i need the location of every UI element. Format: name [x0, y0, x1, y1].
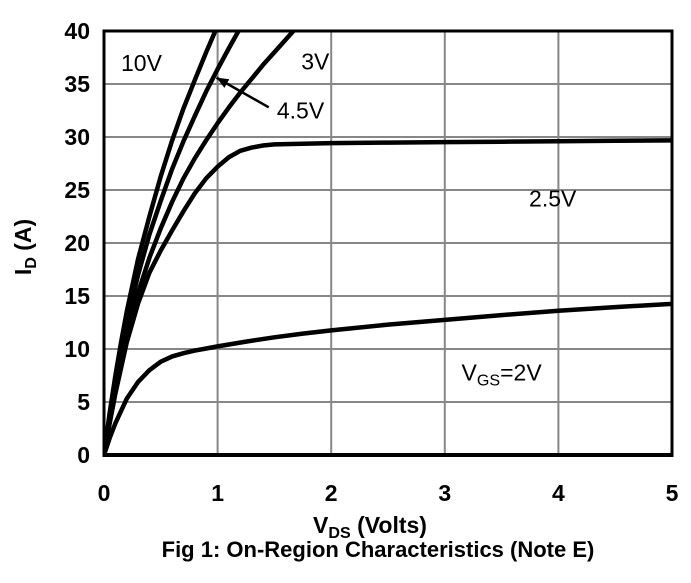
label-10v: 10V	[121, 50, 163, 76]
y-tick-label-20: 20	[64, 230, 90, 256]
y-tick-label-40: 40	[64, 18, 90, 44]
y-tick-label-5: 5	[77, 389, 90, 415]
y-tick-label-10: 10	[64, 336, 90, 362]
curves	[104, 31, 672, 455]
label-4.5v: 4.5V	[277, 98, 325, 124]
x-tick-label-0: 0	[98, 480, 111, 506]
x-tick-label-2: 2	[325, 480, 338, 506]
label-3v: 3V	[301, 49, 330, 75]
label-2.5v: 2.5V	[529, 185, 577, 211]
y-tick-label-0: 0	[77, 442, 90, 468]
figure-caption: Fig 1: On-Region Characteristics (Note E…	[162, 537, 595, 562]
y-tick-label-30: 30	[64, 124, 90, 150]
x-tick-label-3: 3	[438, 480, 451, 506]
curve-vgs-10v	[104, 31, 218, 455]
y-axis-title: ID (A)	[10, 219, 40, 275]
y-tick-label-25: 25	[64, 177, 90, 203]
x-tick-label-5: 5	[666, 480, 679, 506]
curve-vgs-2.5v	[104, 138, 672, 455]
x-tick-label-1: 1	[211, 480, 224, 506]
curve-annotations: 10V 3V 4.5V 2.5V VGS=2V	[121, 49, 577, 390]
callout-arrow	[215, 76, 270, 109]
curve-vgs-4.5v	[104, 31, 242, 455]
x-axis-title: VDS (Volts)	[313, 512, 427, 542]
axis-labels: VDS (Volts) ID (A)	[10, 219, 427, 542]
tick-labels: 0 1 2 3 4 5 0 5 10 15 20 25 30 35 40	[64, 18, 678, 506]
y-tick-label-15: 15	[64, 283, 90, 309]
curve-vgs-2v	[104, 301, 672, 455]
y-tick-label-35: 35	[64, 71, 90, 97]
plot-frame	[102, 29, 674, 457]
x-tick-label-4: 4	[552, 480, 565, 506]
label-2v: VGS=2V	[462, 359, 543, 389]
